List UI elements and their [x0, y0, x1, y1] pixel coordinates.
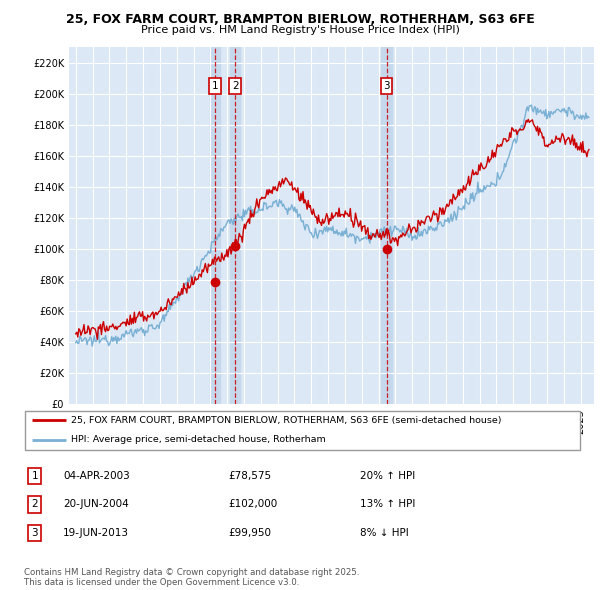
- Text: HPI: Average price, semi-detached house, Rotherham: HPI: Average price, semi-detached house,…: [71, 435, 326, 444]
- Text: 2: 2: [232, 81, 238, 91]
- Text: 20-JUN-2004: 20-JUN-2004: [63, 500, 129, 509]
- Text: £78,575: £78,575: [228, 471, 271, 481]
- Text: £99,950: £99,950: [228, 528, 271, 537]
- Bar: [230, 47, 240, 404]
- Text: 1: 1: [211, 81, 218, 91]
- Text: 8% ↓ HPI: 8% ↓ HPI: [360, 528, 409, 537]
- Text: 25, FOX FARM COURT, BRAMPTON BIERLOW, ROTHERHAM, S63 6FE (semi-detached house): 25, FOX FARM COURT, BRAMPTON BIERLOW, RO…: [71, 416, 502, 425]
- Text: 25, FOX FARM COURT, BRAMPTON BIERLOW, ROTHERHAM, S63 6FE: 25, FOX FARM COURT, BRAMPTON BIERLOW, RO…: [65, 13, 535, 26]
- Bar: [209, 47, 220, 404]
- Bar: [382, 47, 392, 404]
- Text: Price paid vs. HM Land Registry's House Price Index (HPI): Price paid vs. HM Land Registry's House …: [140, 25, 460, 35]
- Text: Contains HM Land Registry data © Crown copyright and database right 2025.
This d: Contains HM Land Registry data © Crown c…: [24, 568, 359, 587]
- Text: 04-APR-2003: 04-APR-2003: [63, 471, 130, 481]
- Text: 20% ↑ HPI: 20% ↑ HPI: [360, 471, 415, 481]
- Text: 2: 2: [31, 500, 38, 509]
- Text: 3: 3: [31, 528, 38, 537]
- Text: £102,000: £102,000: [228, 500, 277, 509]
- Text: 13% ↑ HPI: 13% ↑ HPI: [360, 500, 415, 509]
- Text: 1: 1: [31, 471, 38, 481]
- FancyBboxPatch shape: [25, 411, 580, 450]
- Text: 19-JUN-2013: 19-JUN-2013: [63, 528, 129, 537]
- Text: 3: 3: [383, 81, 390, 91]
